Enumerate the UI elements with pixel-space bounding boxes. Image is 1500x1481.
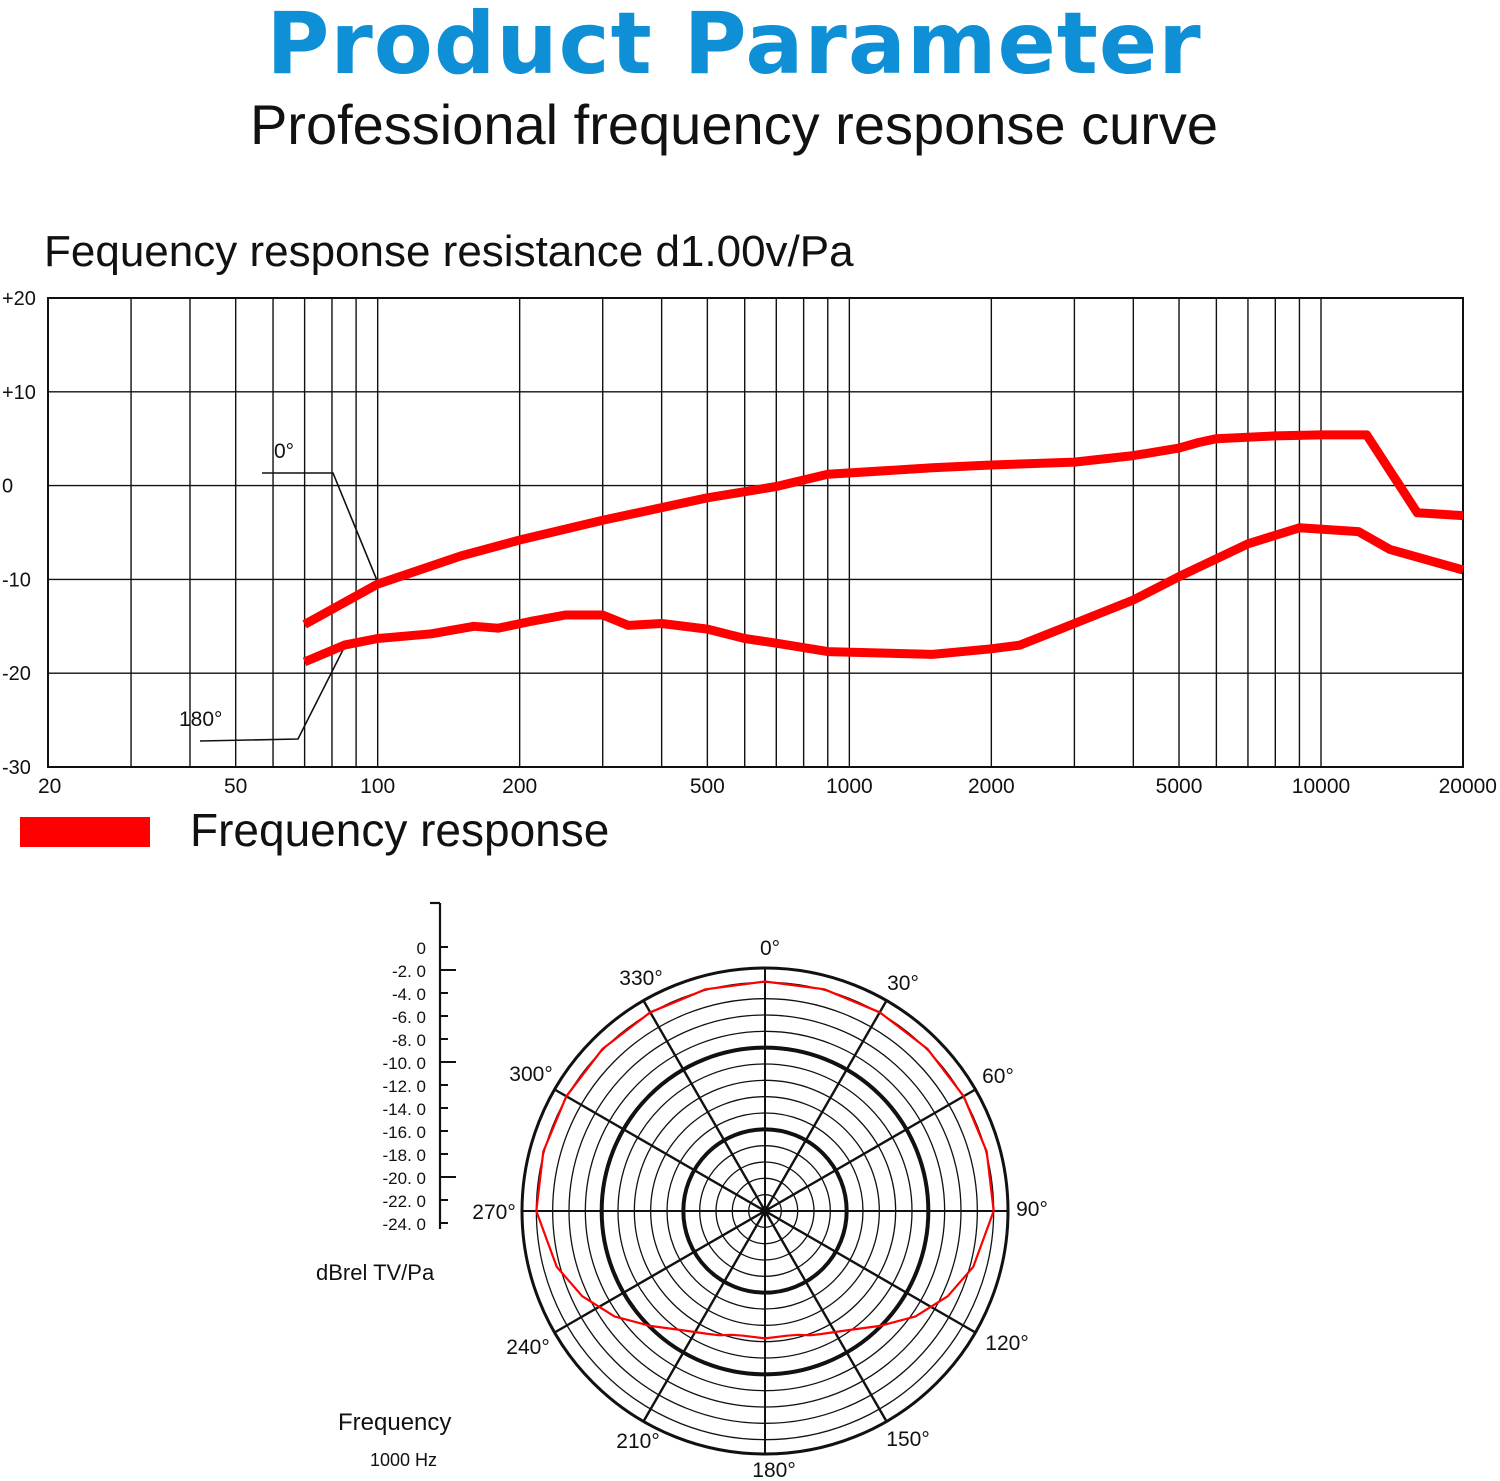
db-scale-label: -24. 0 [383,1215,426,1234]
x-axis-tick-labels: 20 50 100 200 500 1000 2000 5000 10000 20000 [38,775,1497,798]
db-scale-label: -16. 0 [383,1123,426,1142]
legend-swatch [20,817,150,847]
page-subtitle: Professional frequency response curve [249,93,1219,156]
x-tick-label: 1000 [826,775,873,798]
y-tick-label: -30 [2,757,31,779]
angle-label: 150° [886,1428,929,1451]
annotation-leader-lines [199,472,379,742]
x-tick-label: 2000 [968,775,1015,798]
polar-spoke [642,999,767,1212]
angle-label: 240° [506,1336,549,1359]
angle-label: 30° [887,972,919,995]
db-scale-label: 0 [417,939,426,958]
annotation-180deg: 180° [179,708,222,731]
y-tick-label: -20 [2,663,31,685]
db-scale-label: -12. 0 [383,1077,426,1096]
db-scale-label: -6. 0 [392,1008,426,1027]
series-annotations: 0° 180° [179,440,294,731]
series-lines [302,430,1465,667]
db-scale: 0 -2. 0 -4. 0 -6. 0 -8. 0 -10. 0 -12. 0 -14. 0 -… [383,901,456,1234]
angle-label: 210° [616,1430,659,1453]
angle-label: 120° [985,1332,1028,1355]
db-scale-label: -22. 0 [383,1192,426,1211]
legend-label: Frequency response [190,804,609,856]
x-tick-label: 20000 [1439,775,1497,798]
page-title: Product Parameter [266,0,1202,94]
angle-label: 270° [472,1201,515,1224]
y-tick-label: -10 [2,569,31,591]
db-scale-label: -10. 0 [383,1054,426,1073]
series-line-0deg [302,430,1464,629]
angle-label: 300° [509,1063,552,1086]
series-line-180deg [302,523,1465,667]
polar-series [535,980,995,1340]
angle-labels: 0° 30° 60° 90° 120° 150° 180° 210° 240° 270° 300° 3… [472,937,1048,1481]
db-scale-label: -2. 0 [392,962,426,981]
angle-label: 0° [760,937,780,960]
x-tick-label: 5000 [1156,775,1203,798]
polar-title: Frequency [338,1409,451,1436]
angle-label: 90° [1016,1198,1048,1221]
polar-series-line [535,980,995,1340]
db-scale-label: -20. 0 [383,1169,426,1188]
annotation-0deg: 0° [274,440,294,463]
y-tick-label: +10 [2,382,36,404]
db-scale-label: -18. 0 [383,1146,426,1165]
angle-label: 330° [619,967,662,990]
x-tick-label: 500 [690,775,725,798]
x-tick-label: 50 [224,775,247,798]
r-axis-label: dBrel TV/Pa [316,1260,435,1285]
polar-spoke [763,999,888,1212]
polar-spoke [553,1088,766,1213]
chart-grid [47,297,1464,768]
db-scale-label: -8. 0 [392,1031,426,1050]
polar-spoke [764,1209,977,1334]
polar-subtitle: 1000 Hz [370,1450,437,1470]
angle-label: 60° [982,1065,1014,1088]
polar-spoke [763,1210,888,1423]
y-axis-tick-labels: +20 +10 0 -10 -20 -30 [2,288,36,779]
polar-spoke [642,1210,767,1423]
leader-line-0deg [262,472,379,583]
db-scale-label: -14. 0 [383,1100,426,1119]
polar-spoke [764,1088,977,1213]
x-tick-label: 10000 [1292,775,1350,798]
angle-label: 180° [752,1459,795,1481]
polar-spoke [553,1209,766,1334]
db-scale-label: -4. 0 [392,985,426,1004]
x-tick-label: 100 [360,775,395,798]
chart-title: Fequency response resistance d1.00v/Pa [44,227,854,276]
y-tick-label: 0 [2,476,13,498]
x-tick-label: 20 [38,775,61,798]
leader-line-180deg [199,646,346,742]
frequency-response-chart: Fequency response resistance d1.00v/Pa +… [2,227,1497,856]
polar-spokes [522,968,1008,1454]
y-tick-label: +20 [2,288,36,310]
x-tick-label: 200 [502,775,537,798]
